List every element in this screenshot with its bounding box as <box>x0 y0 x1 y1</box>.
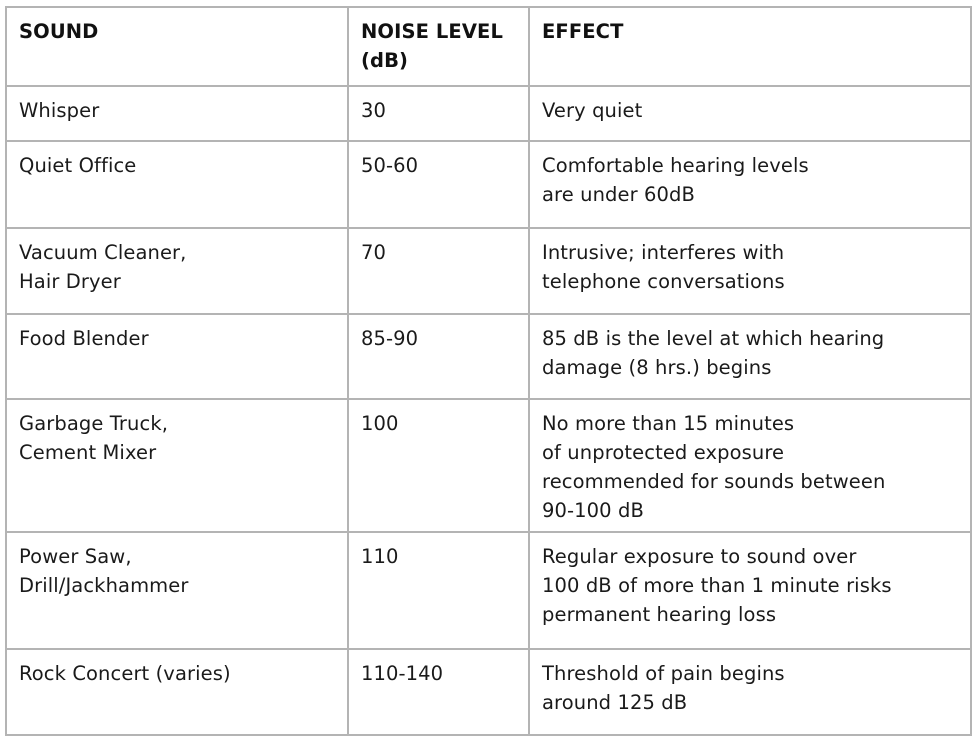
sound-cell: Quiet Office <box>5 140 349 229</box>
table-row: Vacuum Cleaner, Hair Dryer 70 Intrusive;… <box>5 227 972 315</box>
effect-cell: Regular exposure to sound over 100 dB of… <box>528 531 972 650</box>
table-row: Quiet Office 50-60 Comfortable hearing l… <box>5 140 972 229</box>
table-row: Rock Concert (varies) 110-140 Threshold … <box>5 648 972 736</box>
noise-level-cell: 100 <box>347 398 530 533</box>
table-row: Whisper 30 Very quiet <box>5 85 972 142</box>
noise-level-cell: 85-90 <box>347 313 530 400</box>
table-row: Power Saw, Drill/Jackhammer 110 Regular … <box>5 531 972 650</box>
sound-cell: Power Saw, Drill/Jackhammer <box>5 531 349 650</box>
effect-cell: Very quiet <box>528 85 972 142</box>
header-row: SOUND NOISE LEVEL (dB) EFFECT <box>5 6 972 87</box>
sound-cell: Garbage Truck, Cement Mixer <box>5 398 349 533</box>
noise-level-cell: 70 <box>347 227 530 315</box>
effect-cell: Comfortable hearing levels are under 60d… <box>528 140 972 229</box>
noise-level-cell: 50-60 <box>347 140 530 229</box>
effect-cell: Intrusive; interferes with telephone con… <box>528 227 972 315</box>
sound-cell: Whisper <box>5 85 349 142</box>
effect-cell: 85 dB is the level at which hearing dama… <box>528 313 972 400</box>
effect-cell: No more than 15 minutes of unprotected e… <box>528 398 972 533</box>
header-sound: SOUND <box>5 6 349 87</box>
noise-level-cell: 30 <box>347 85 530 142</box>
effect-cell: Threshold of pain begins around 125 dB <box>528 648 972 736</box>
noise-level-cell: 110 <box>347 531 530 650</box>
table-row: Food Blender 85-90 85 dB is the level at… <box>5 313 972 400</box>
noise-level-table: SOUND NOISE LEVEL (dB) EFFECT Whisper 30… <box>5 6 972 736</box>
sound-cell: Rock Concert (varies) <box>5 648 349 736</box>
sound-cell: Food Blender <box>5 313 349 400</box>
sound-cell: Vacuum Cleaner, Hair Dryer <box>5 227 349 315</box>
header-noise-level: NOISE LEVEL (dB) <box>347 6 530 87</box>
header-effect: EFFECT <box>528 6 972 87</box>
noise-level-cell: 110-140 <box>347 648 530 736</box>
table-row: Garbage Truck, Cement Mixer 100 No more … <box>5 398 972 533</box>
